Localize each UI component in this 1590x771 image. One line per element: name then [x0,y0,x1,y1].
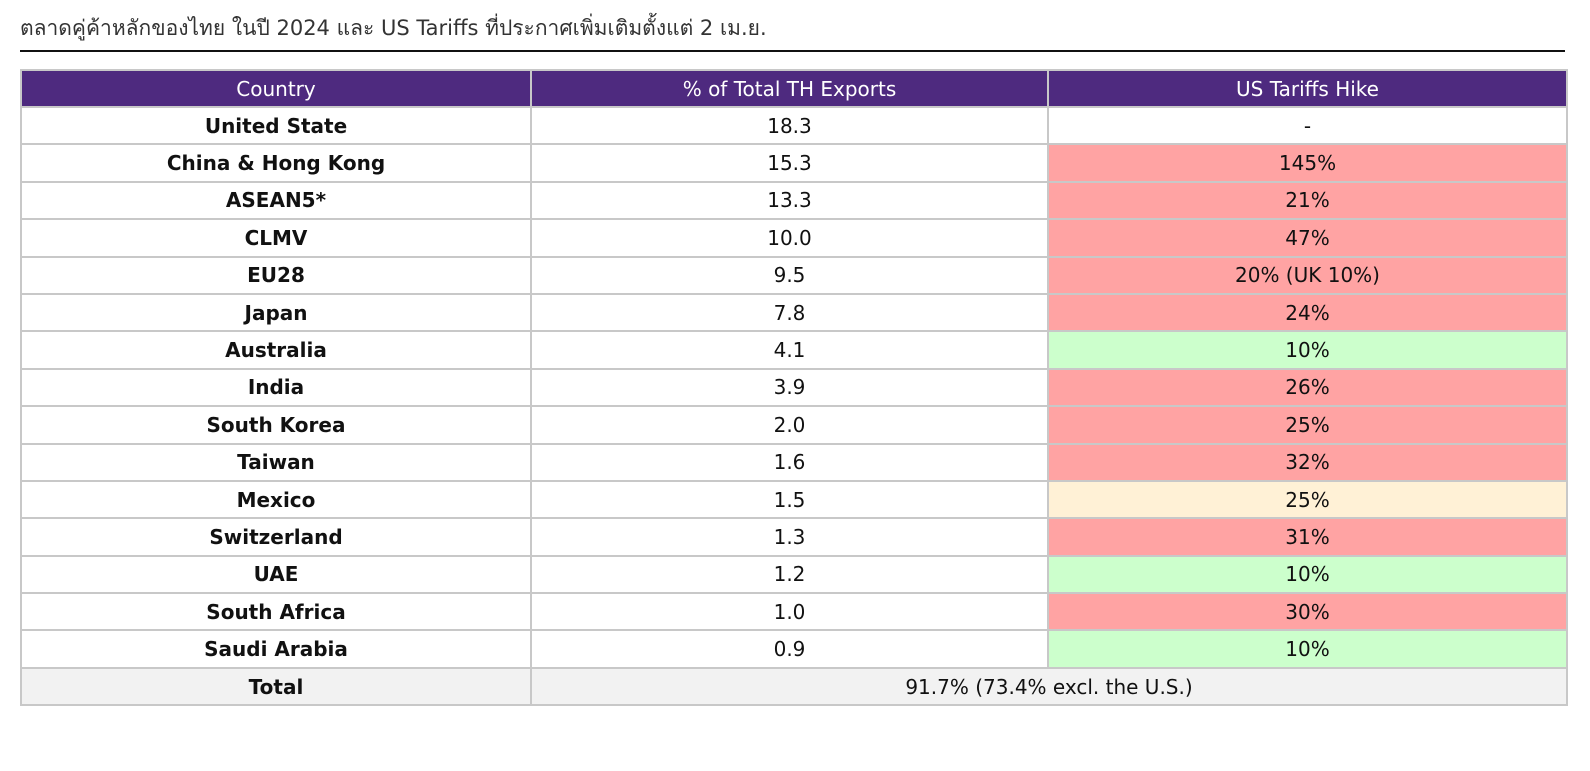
table-row: Switzerland 1.3 31% [20,517,1568,557]
country-cell: China & Hong Kong [20,143,532,183]
export-share-cell: 1.2 [530,554,1049,595]
export-share-cell: 4.1 [530,330,1049,370]
country-cell: Switzerland [20,517,532,557]
export-share-cell: 9.5 [530,255,1049,295]
country-cell: United State [20,105,532,146]
tariff-cell: 25% [1047,405,1568,445]
header-share: % of Total TH Exports [530,69,1049,108]
country-cell: India [20,367,532,408]
country-cell: Saudi Arabia [20,629,532,669]
table-row: Japan 7.8 24% [20,292,1568,333]
export-share-cell: 3.9 [530,367,1049,408]
total-label: Total [20,666,532,707]
tariff-cell: 30% [1047,592,1568,632]
tariff-cell: 26% [1047,367,1568,408]
country-cell: South Africa [20,592,532,632]
tariff-cell: 25% [1047,479,1568,520]
table-row: China & Hong Kong 15.3 145% [20,143,1568,183]
table-row: Saudi Arabia 0.9 10% [20,629,1568,669]
table-row: India 3.9 26% [20,367,1568,408]
tariff-cell: 10% [1047,330,1568,370]
country-cell: CLMV [20,218,532,258]
country-cell: EU28 [20,255,532,295]
export-share-cell: 15.3 [530,143,1049,183]
table-row: CLMV 10.0 47% [20,218,1568,258]
title-divider [20,50,1565,52]
country-cell: Japan [20,292,532,333]
tariff-cell: 20% (UK 10%) [1047,255,1568,295]
tariff-cell: 21% [1047,180,1568,221]
tariff-cell: 145% [1047,143,1568,183]
tariff-cell: - [1047,105,1568,146]
export-share-cell: 2.0 [530,405,1049,445]
export-share-cell: 0.9 [530,629,1049,669]
tariff-cell: 31% [1047,517,1568,557]
country-cell: Taiwan [20,442,532,482]
exports-tariff-table: Country % of Total TH Exports US Tariffs… [20,69,1568,707]
table-row: Australia 4.1 10% [20,330,1568,370]
table-row: UAE 1.2 10% [20,554,1568,595]
country-cell: South Korea [20,405,532,445]
tariff-cell: 24% [1047,292,1568,333]
export-share-cell: 1.3 [530,517,1049,557]
header-tariff: US Tariffs Hike [1047,69,1568,108]
tariff-cell: 10% [1047,629,1568,669]
header-country: Country [20,69,532,108]
table-body: United State 18.3- China & Hong Kong 15.3 14… [20,105,1568,669]
total-row: Total 91.7% (73.4% excl. the U.S.) [20,666,1568,707]
export-share-cell: 1.5 [530,479,1049,520]
table-row: United State 18.3- [20,105,1568,146]
tariff-cell: 32% [1047,442,1568,482]
export-share-cell: 1.0 [530,592,1049,632]
table-row: South Africa 1.0 30% [20,592,1568,632]
table-row: Mexico 1.5 25% [20,479,1568,520]
export-share-cell: 10.0 [530,218,1049,258]
export-share-cell: 1.6 [530,442,1049,482]
country-cell: Mexico [20,479,532,520]
table-row: South Korea 2.0 25% [20,405,1568,445]
total-value: 91.7% (73.4% excl. the U.S.) [530,666,1568,707]
export-share-cell: 7.8 [530,292,1049,333]
country-cell: Australia [20,330,532,370]
country-cell: UAE [20,554,532,595]
table-row: EU28 9.5 20% (UK 10%) [20,255,1568,295]
table-row: Taiwan 1.6 32% [20,442,1568,482]
export-share-cell: 18.3 [530,105,1049,146]
table-header-row: Country % of Total TH Exports US Tariffs… [20,69,1568,108]
export-share-cell: 13.3 [530,180,1049,221]
tariff-cell: 10% [1047,554,1568,595]
tariff-cell: 47% [1047,218,1568,258]
table-row: ASEAN5* 13.3 21% [20,180,1568,221]
page-title: ตลาดคู่ค้าหลักของไทย ในปี 2024 และ US Ta… [20,16,767,40]
country-cell: ASEAN5* [20,180,532,221]
